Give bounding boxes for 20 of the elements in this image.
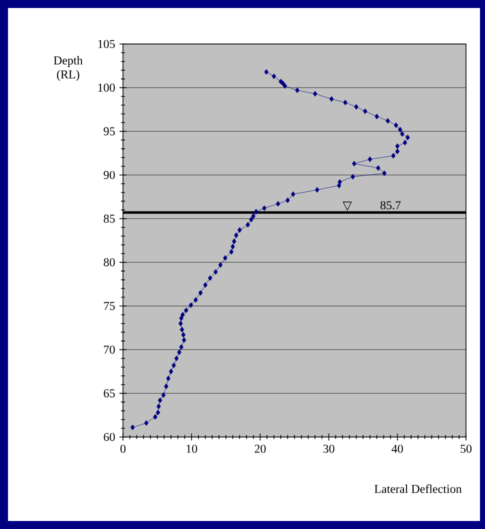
x-tick-label: 10 <box>186 444 198 453</box>
y-tick-label: 95 <box>104 127 115 136</box>
y-tick-label: 105 <box>98 40 115 48</box>
y-tick-label: 60 <box>104 432 115 442</box>
x-tick-label: 30 <box>323 444 334 453</box>
y-tick-label: 65 <box>104 389 115 398</box>
x-axis-title: Lateral Deflection <box>374 484 462 493</box>
y-tick-label: 70 <box>104 346 115 354</box>
y-tick-label: 85 <box>104 214 115 223</box>
y-tick-label: 90 <box>104 170 115 180</box>
y-axis-title: Depth (RL) <box>54 56 83 81</box>
x-tick-label: 20 <box>254 444 266 453</box>
y-tick-label: 100 <box>98 84 115 92</box>
x-tick-label: 40 <box>392 444 403 453</box>
x-tick-label: 0 <box>120 444 126 453</box>
y-tick-label: 80 <box>104 258 115 266</box>
ref-line-label: 85.7 <box>380 201 401 210</box>
annotation: ▽ <box>342 202 352 211</box>
y-tick-label: 75 <box>104 302 115 310</box>
x-tick-label: 50 <box>460 444 472 453</box>
